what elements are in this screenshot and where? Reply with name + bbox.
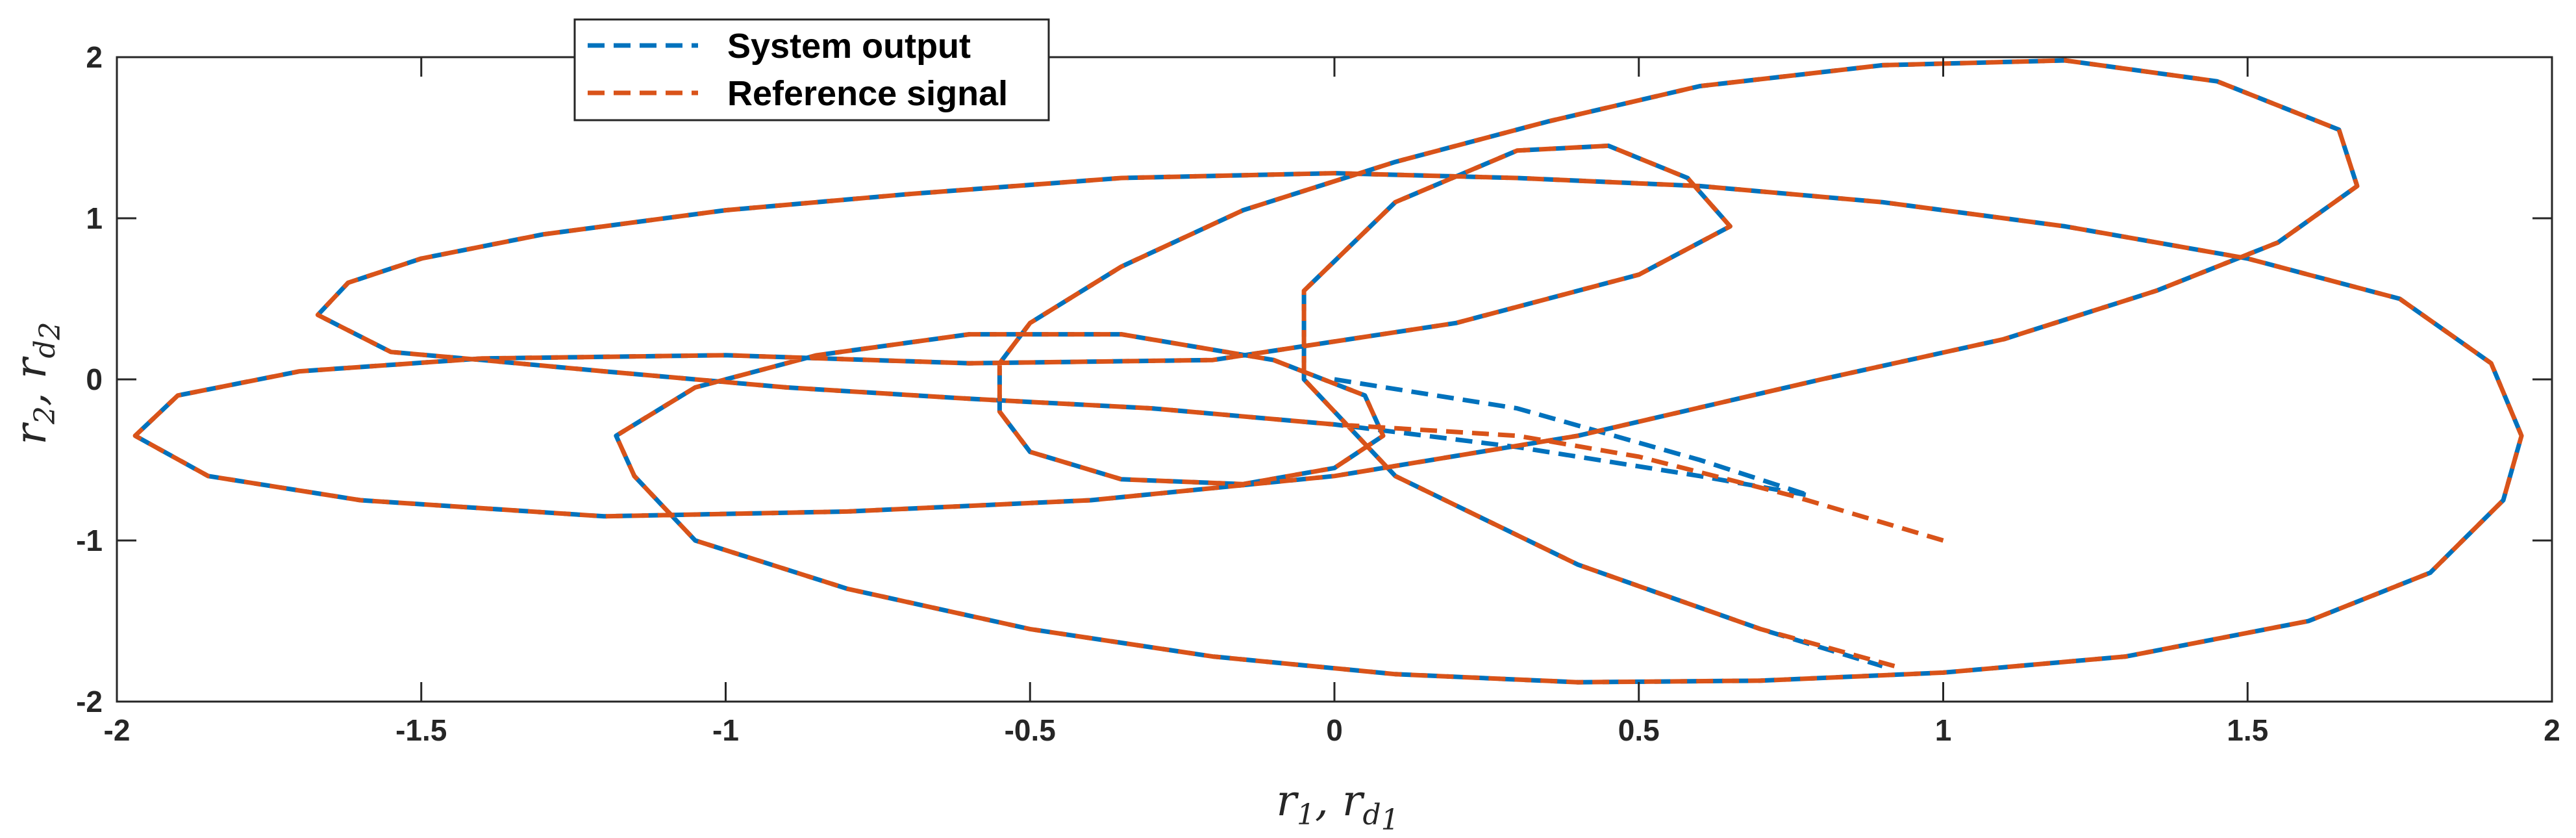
series-line-reference-signal [132,58,2524,685]
legend: System output Reference signal [573,18,1050,121]
x-tick-label: 2 [2544,713,2560,747]
legend-label-reference-signal: Reference signal [727,74,1008,113]
x-tick-label: -2 [104,713,131,747]
tick-labels: -2 -1.5 -1 -0.5 0 0.5 1 1.5 2 -2 -1 0 1 2 [76,40,2560,747]
x-tick-label: -1 [712,713,739,747]
x-tick-label: -1.5 [395,713,447,747]
legend-box [573,18,1050,121]
x-tick-label: 1 [1935,713,1952,747]
x-tick-label: 0.5 [1618,713,1660,747]
y-tick-label: 2 [86,40,103,74]
legend-label-system-output: System output [727,27,971,66]
x-tick-label: 1.5 [2227,713,2268,747]
y-tick-label: 0 [86,362,103,396]
y-tick-label: -1 [76,524,103,557]
x-tick-label: 0 [1326,713,1343,747]
plot-area [132,58,2524,685]
x-tick-label: -0.5 [1005,713,1056,747]
y-tick-label: -2 [76,685,103,718]
y-tick-label: 1 [86,201,103,235]
